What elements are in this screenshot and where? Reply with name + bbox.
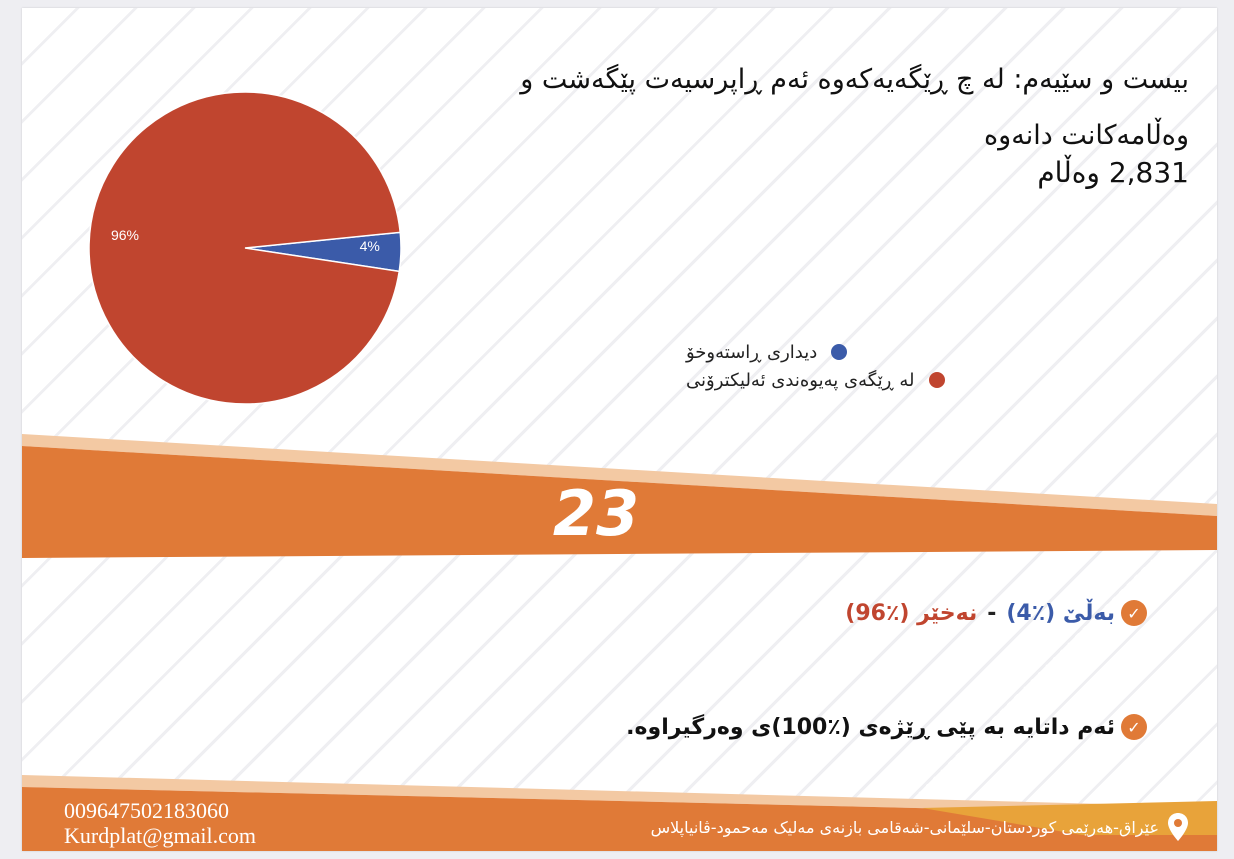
chart-legend: دیداری ڕاستەوخۆ لە ڕێگەی پەیوەندی ئەلیکت… xyxy=(686,338,986,394)
address-text: عێراق-هەرێمی کوردستان-سلێمانی-شەقامی باز… xyxy=(650,817,1159,837)
survey-page: 4% 96% بیست و سێیەم: لە چ ڕێگەیەکەوە ئەم … xyxy=(22,8,1217,851)
footer-band xyxy=(22,775,1217,851)
address: عێراق-هەرێمی کوردستان-سلێمانی-شەقامی باز… xyxy=(651,812,1189,842)
yes-value: بەڵێ (٪4) xyxy=(1006,600,1115,626)
checkmark-icon: ✓ xyxy=(1121,600,1147,626)
pie-label-0: 4% xyxy=(360,238,380,254)
note-text: ئەم داتایە بە پێی ڕێژەی (٪100)ی وەرگیراو… xyxy=(626,714,1115,740)
legend-dot-red-icon xyxy=(928,372,945,388)
question-title: بیست و سێیەم: لە چ ڕێگەیەکەوە ئەم ڕاپرسی… xyxy=(520,64,1189,151)
email-address: Kurdplat@gmail.com xyxy=(64,823,256,848)
pie-slice-1 xyxy=(88,91,402,405)
response-count: 2,831 وەڵام xyxy=(1037,156,1189,189)
phone-number: 009647502183060 xyxy=(64,798,229,823)
section-number: 23 xyxy=(553,477,639,550)
legend-item-direct: دیداری ڕاستەوخۆ xyxy=(686,338,986,366)
pie-label-1: 96% xyxy=(111,227,139,243)
contact-info: 009647502183060 Kurdplat@gmail.com xyxy=(64,798,256,848)
legend-label: لە ڕێگەی پەیوەندی ئەلیکترۆنی xyxy=(686,369,915,391)
dash: - xyxy=(987,600,997,626)
checkmark-icon: ✓ xyxy=(1121,714,1147,740)
orange-banner: 23 xyxy=(22,434,1217,558)
data-note: ✓ ئەم داتایە بە پێی ڕێژەی (٪100)ی وەرگیر… xyxy=(626,714,1147,740)
location-pin-icon xyxy=(1168,813,1188,841)
no-value: نەخێر (٪96) xyxy=(845,600,978,626)
pie-chart: 4% 96% xyxy=(88,91,402,405)
legend-label: دیداری ڕاستەوخۆ xyxy=(686,341,818,363)
legend-dot-blue-icon xyxy=(831,344,848,360)
yes-no-summary: ✓ بەڵێ (٪4) - نەخێر (٪96) xyxy=(845,600,1147,626)
legend-item-electronic: لە ڕێگەی پەیوەندی ئەلیکترۆنی xyxy=(686,366,986,394)
